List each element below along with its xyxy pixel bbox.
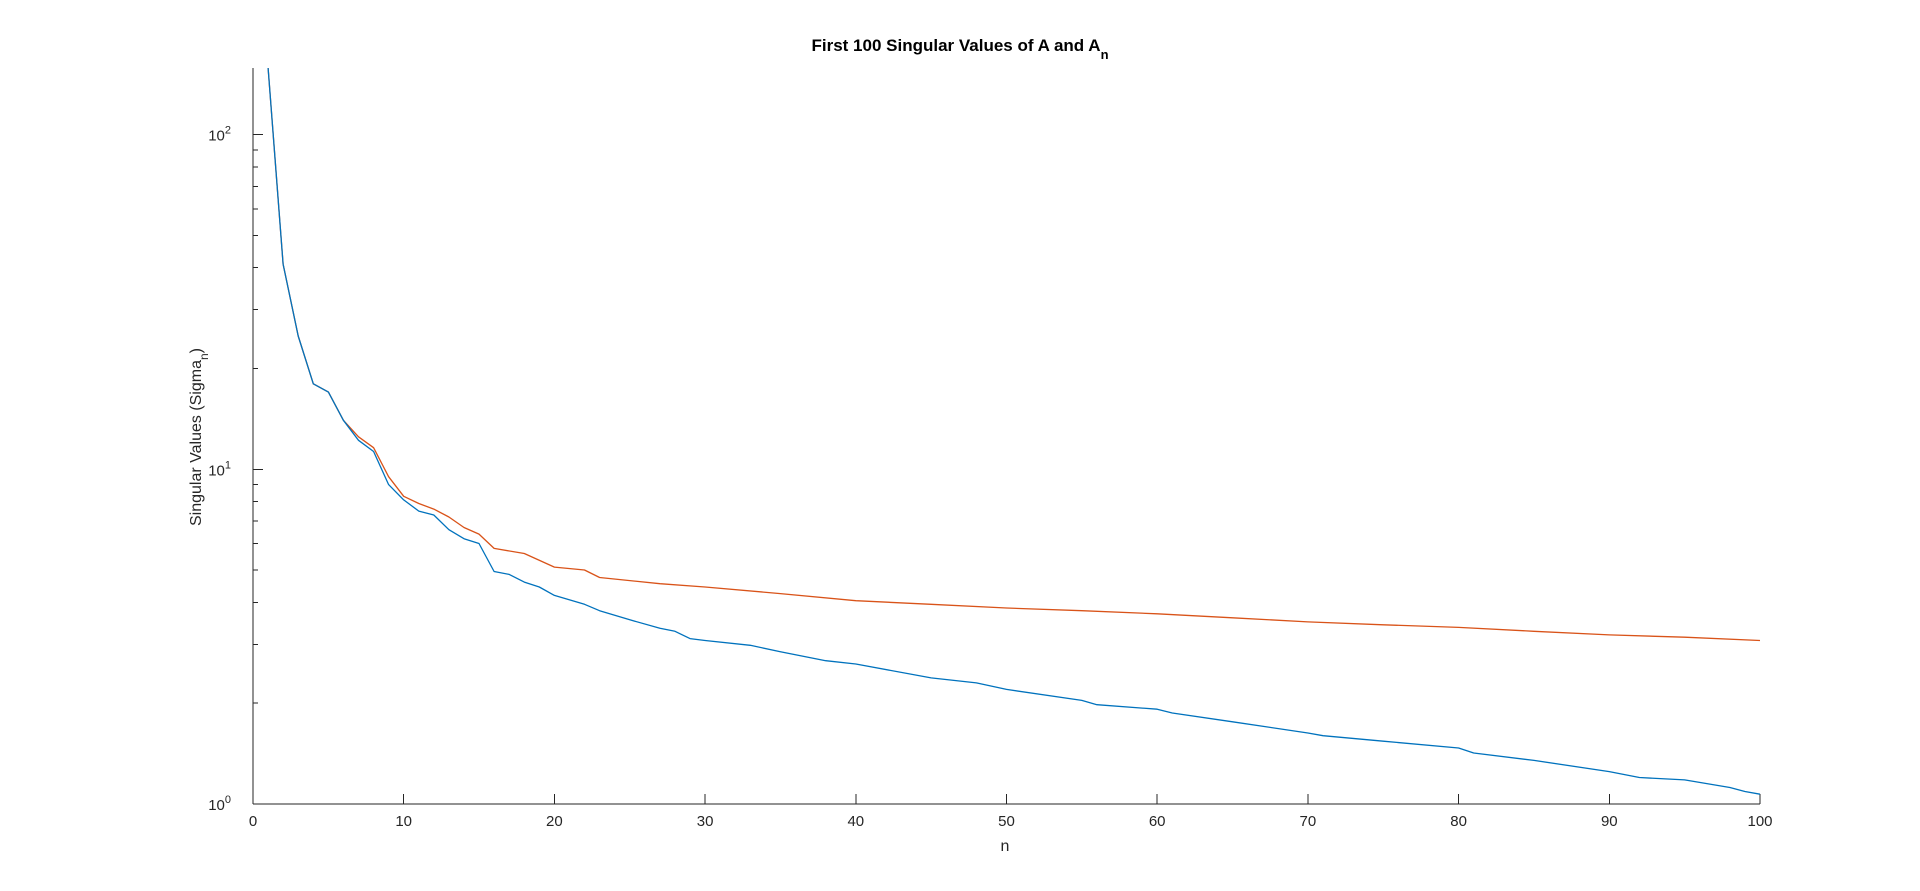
series-lines: [267, 67, 1761, 795]
x-tick-label: 50: [998, 813, 1015, 830]
series-line-2: [267, 67, 1761, 795]
axes: [252, 68, 1760, 805]
x-axis-ticks: 0 10 20 30 40 50 60 70 80 90 100: [249, 794, 1773, 830]
x-tick-label: 10: [395, 813, 412, 830]
y-tick-label: 102: [208, 125, 231, 145]
x-axis-label: n: [1001, 838, 1010, 855]
series-line-1: [267, 67, 1761, 642]
x-tick-label: 30: [697, 813, 714, 830]
x-tick-label: 0: [249, 813, 257, 830]
x-tick-label: 100: [1747, 813, 1772, 830]
x-tick-label: 90: [1601, 813, 1618, 830]
x-tick-label: 40: [847, 813, 864, 830]
x-tick-label: 70: [1300, 813, 1317, 830]
y-axis-label: Singular Values (Sigman): [188, 348, 211, 526]
x-tick-label: 20: [546, 813, 563, 830]
y-tick-label: 101: [208, 459, 231, 479]
y-tick-label: 100: [208, 794, 231, 814]
x-tick-label: 80: [1450, 813, 1467, 830]
x-tick-label: 60: [1149, 813, 1166, 830]
y-axis-ticks: 100 101 102: [208, 125, 263, 814]
chart-title: First 100 Singular Values of A and An: [811, 36, 1108, 62]
